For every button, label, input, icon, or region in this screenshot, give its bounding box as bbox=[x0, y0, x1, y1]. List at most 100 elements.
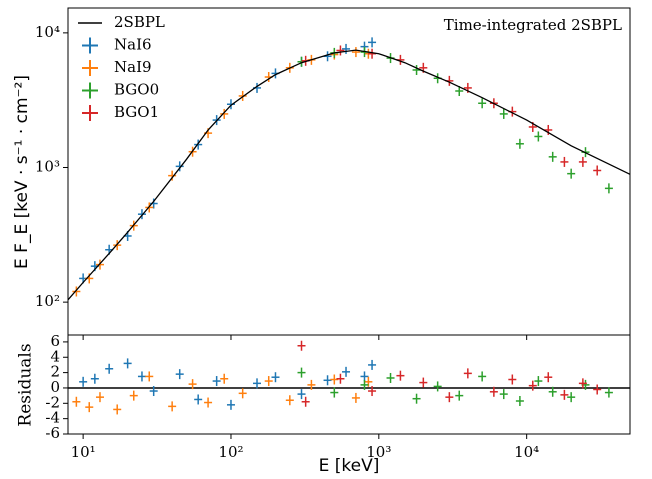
data-point bbox=[113, 404, 122, 415]
data-point bbox=[593, 165, 602, 176]
data-point bbox=[534, 131, 543, 142]
data-point bbox=[226, 399, 235, 410]
data-point bbox=[175, 369, 184, 380]
data-point bbox=[360, 379, 369, 390]
y-tick-label: -4 bbox=[45, 409, 60, 427]
plot-frame bbox=[67, 334, 631, 435]
data-point bbox=[220, 373, 229, 384]
y-tick-label: 10⁴ bbox=[35, 23, 60, 41]
data-point bbox=[368, 48, 377, 59]
data-point bbox=[386, 372, 395, 383]
data-point bbox=[412, 64, 421, 75]
data-point bbox=[238, 388, 247, 399]
data-point bbox=[79, 376, 88, 387]
data-point bbox=[567, 168, 576, 179]
data-point bbox=[478, 98, 487, 109]
data-point bbox=[489, 386, 498, 397]
data-point bbox=[330, 374, 339, 385]
data-point bbox=[368, 359, 377, 370]
data-point bbox=[560, 389, 569, 400]
y-axis-label: E F_E [keV · s⁻¹ · cm⁻²] bbox=[12, 75, 32, 269]
data-point bbox=[194, 139, 203, 150]
data-point bbox=[604, 183, 613, 194]
data-point bbox=[342, 366, 351, 377]
data-point bbox=[271, 372, 280, 383]
data-point bbox=[149, 386, 158, 397]
y-axis-label: Residuals bbox=[16, 343, 36, 426]
data-point bbox=[145, 371, 154, 382]
data-point bbox=[455, 390, 464, 401]
data-point bbox=[455, 86, 464, 97]
annotation: Time-integrated 2SBPL bbox=[444, 16, 622, 34]
data-point bbox=[307, 379, 316, 390]
data-point bbox=[285, 395, 294, 406]
data-point bbox=[412, 393, 421, 404]
data-point bbox=[238, 90, 247, 101]
data-point bbox=[336, 373, 345, 384]
data-point bbox=[528, 380, 537, 391]
data-point bbox=[212, 376, 221, 387]
data-point bbox=[330, 387, 339, 398]
data-point bbox=[342, 43, 351, 54]
data-point bbox=[137, 371, 146, 382]
data-point bbox=[168, 170, 177, 181]
y-tick-label: -6 bbox=[45, 424, 60, 442]
data-point bbox=[90, 373, 99, 384]
data-point bbox=[105, 363, 114, 374]
data-point bbox=[297, 340, 306, 351]
data-point bbox=[368, 37, 377, 48]
data-point bbox=[297, 367, 306, 378]
data-point bbox=[445, 392, 454, 403]
x-axis-label: E [keV] bbox=[319, 456, 380, 476]
model-line bbox=[67, 49, 631, 301]
y-tick-label: 4 bbox=[50, 347, 60, 365]
data-point bbox=[419, 377, 428, 388]
legend-label: NaI9 bbox=[114, 58, 152, 76]
data-point bbox=[264, 376, 273, 387]
data-point bbox=[123, 358, 132, 369]
x-tick-label: 10¹ bbox=[71, 443, 96, 461]
data-point bbox=[137, 209, 146, 220]
data-point bbox=[360, 371, 369, 382]
legend-label: 2SBPL bbox=[114, 13, 165, 31]
y-tick-label: 0 bbox=[50, 378, 60, 396]
data-point bbox=[323, 375, 332, 386]
x-tick-label: 10³ bbox=[366, 443, 391, 461]
data-point bbox=[578, 378, 587, 389]
data-point bbox=[336, 45, 345, 56]
data-point bbox=[149, 198, 158, 209]
data-point bbox=[548, 386, 557, 397]
data-point bbox=[72, 286, 81, 297]
data-point bbox=[226, 99, 235, 110]
data-point bbox=[204, 397, 213, 408]
data-point bbox=[72, 396, 81, 407]
data-point bbox=[544, 372, 553, 383]
data-point bbox=[175, 161, 184, 172]
data-point bbox=[534, 376, 543, 387]
data-point bbox=[515, 138, 524, 149]
data-point bbox=[129, 390, 138, 401]
data-point bbox=[194, 394, 203, 405]
data-point bbox=[567, 392, 576, 403]
legend-label: BGO0 bbox=[114, 81, 159, 99]
data-point bbox=[396, 370, 405, 381]
data-point bbox=[433, 381, 442, 392]
data-point bbox=[560, 156, 569, 167]
data-point bbox=[253, 378, 262, 389]
data-point bbox=[548, 151, 557, 162]
data-point bbox=[593, 384, 602, 395]
data-point bbox=[95, 392, 104, 403]
data-point bbox=[220, 108, 229, 119]
data-point bbox=[478, 371, 487, 382]
data-point bbox=[368, 386, 377, 397]
data-point bbox=[604, 387, 613, 398]
data-point bbox=[188, 379, 197, 390]
data-point bbox=[578, 156, 587, 167]
data-point bbox=[351, 47, 360, 58]
data-point bbox=[499, 108, 508, 119]
y-tick-label: 2 bbox=[50, 363, 60, 381]
y-tick-label: -2 bbox=[45, 393, 60, 411]
data-point bbox=[515, 396, 524, 406]
